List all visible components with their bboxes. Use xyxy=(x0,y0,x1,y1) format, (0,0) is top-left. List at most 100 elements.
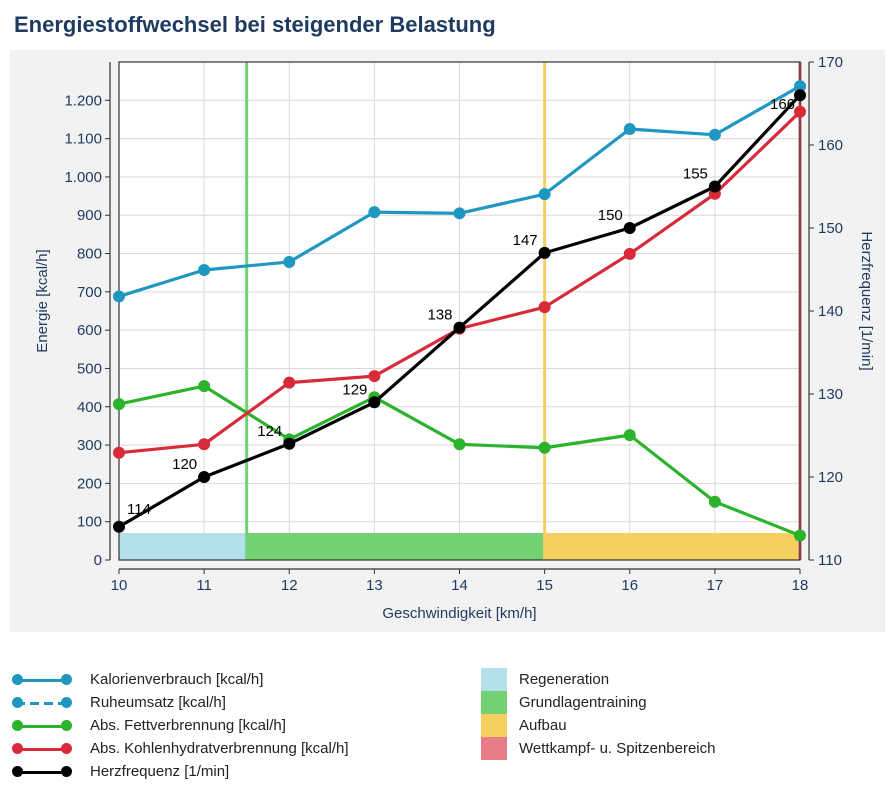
legend-swatch xyxy=(481,668,507,691)
y-left-tick-label: 0 xyxy=(94,552,102,569)
y-left-tick-label: 600 xyxy=(77,322,102,339)
y-left-tick-label: 200 xyxy=(77,475,102,492)
legend-label: Ruheumsatz [kcal/h] xyxy=(90,694,226,711)
x-axis-label: Geschwindigkeit [km/h] xyxy=(382,605,536,622)
y-right-tick-label: 130 xyxy=(818,386,843,403)
x-tick-label: 17 xyxy=(707,577,724,594)
data-point-herzfrequenz-min xyxy=(113,520,125,533)
legend-item: Abs. Fettverbrennung [kcal/h] xyxy=(12,714,349,737)
zone-regeneration xyxy=(119,533,247,560)
legend-label: Aufbau xyxy=(519,717,567,734)
data-point-abs-kohlenhydratverbrennung-kcal-h xyxy=(368,370,381,383)
legend-line-marker-icon xyxy=(12,765,72,779)
legend-label: Abs. Fettverbrennung [kcal/h] xyxy=(90,717,286,734)
data-point-kalorienverbrauch-kcal-h xyxy=(113,290,125,303)
data-point-herzfrequenz-min xyxy=(453,321,466,334)
x-tick-label: 13 xyxy=(366,577,383,594)
legend-item: Grundlagentraining xyxy=(481,691,715,714)
y-left-tick-label: 500 xyxy=(77,360,102,377)
legend-line-marker-icon xyxy=(12,742,72,756)
y-left-tick-label: 1.200 xyxy=(64,92,102,109)
y-axis-left-label: Energie [kcal/h] xyxy=(34,249,51,352)
data-point-kalorienverbrauch-kcal-h xyxy=(368,206,381,219)
data-point-herzfrequenz-min xyxy=(538,246,551,259)
y-right-tick-label: 140 xyxy=(818,303,843,320)
legend-label: Regeneration xyxy=(519,671,610,688)
legend-label: Herzfrequenz [1/min] xyxy=(90,763,230,780)
legend-item: Aufbau xyxy=(481,714,715,737)
data-point-abs-kohlenhydratverbrennung-kcal-h xyxy=(623,247,636,260)
legend-item: Kalorienverbrauch [kcal/h] xyxy=(12,668,349,691)
data-point-kalorienverbrauch-kcal-h xyxy=(538,188,551,201)
x-tick-label: 18 xyxy=(792,577,809,594)
x-tick-label: 11 xyxy=(196,577,212,594)
data-label-heart-rate: 155 xyxy=(683,166,708,183)
legend-label: Wettkampf- u. Spitzenbereich xyxy=(519,740,716,757)
data-label-heart-rate: 114 xyxy=(127,501,151,518)
data-point-abs-kohlenhydratverbrennung-kcal-h xyxy=(113,446,125,459)
legend-item: Wettkampf- u. Spitzenbereich xyxy=(481,737,715,760)
data-point-abs-fettverbrennung-kcal-h xyxy=(623,429,636,442)
data-point-herzfrequenz-min xyxy=(794,89,806,102)
legend-item: Regeneration xyxy=(481,668,715,691)
data-point-abs-fettverbrennung-kcal-h xyxy=(708,495,721,508)
data-point-abs-fettverbrennung-kcal-h xyxy=(113,398,125,411)
data-point-abs-kohlenhydratverbrennung-kcal-h xyxy=(283,376,296,389)
data-point-abs-fettverbrennung-kcal-h xyxy=(538,441,551,454)
x-tick-label: 10 xyxy=(111,577,128,594)
legend-line-marker-icon xyxy=(12,719,72,733)
x-tick-label: 14 xyxy=(451,577,468,594)
y-axis-right-label: Herzfrequenz [1/min] xyxy=(858,231,875,370)
legend-item: Herzfrequenz [1/min] xyxy=(12,760,349,783)
data-point-abs-fettverbrennung-kcal-h xyxy=(794,529,806,542)
legend-swatch xyxy=(481,737,507,760)
legend-swatch xyxy=(481,714,507,737)
data-label-heart-rate: 120 xyxy=(172,456,197,473)
legend-label: Kalorienverbrauch [kcal/h] xyxy=(90,671,264,688)
data-point-abs-kohlenhydratverbrennung-kcal-h xyxy=(198,438,211,451)
y-left-tick-label: 1.000 xyxy=(64,169,102,186)
data-point-abs-fettverbrennung-kcal-h xyxy=(198,380,211,393)
legend-zones: Regeneration Grundlagentraining Aufbau Wett… xyxy=(481,668,715,760)
data-point-herzfrequenz-min xyxy=(623,222,636,234)
data-point-herzfrequenz-min xyxy=(368,396,381,409)
y-left-tick-label: 700 xyxy=(77,284,102,301)
legend-item: Ruheumsatz [kcal/h] xyxy=(12,691,349,714)
x-tick-label: 15 xyxy=(536,577,553,594)
legend-lines: Kalorienverbrauch [kcal/h] Ruheumsatz [kc… xyxy=(12,668,349,783)
y-right-tick-label: 170 xyxy=(818,54,843,71)
data-point-herzfrequenz-min xyxy=(283,437,296,450)
data-point-abs-kohlenhydratverbrennung-kcal-h xyxy=(538,301,551,314)
data-point-kalorienverbrauch-kcal-h xyxy=(623,123,636,136)
data-point-kalorienverbrauch-kcal-h xyxy=(708,128,721,141)
data-point-herzfrequenz-min xyxy=(708,180,721,193)
y-left-tick-label: 400 xyxy=(77,399,102,416)
data-point-herzfrequenz-min xyxy=(198,471,211,483)
y-left-tick-label: 300 xyxy=(77,437,102,454)
data-point-kalorienverbrauch-kcal-h xyxy=(453,207,466,220)
data-point-kalorienverbrauch-kcal-h xyxy=(198,264,211,277)
legend-label: Grundlagentraining xyxy=(519,694,647,711)
y-right-tick-label: 110 xyxy=(818,552,842,569)
legend-line-marker-icon xyxy=(12,673,72,687)
data-label-heart-rate: 129 xyxy=(342,381,367,398)
zone-grundlagentraining xyxy=(246,533,545,560)
x-tick-label: 16 xyxy=(621,577,638,594)
y-left-tick-label: 800 xyxy=(77,246,102,263)
chart-title: Energiestoffwechsel bei steigender Belas… xyxy=(14,12,496,37)
chart-svg: 0 100 200 300 400 500 600 700 800 900 1.000 1.100 1.… xyxy=(34,54,875,622)
y-left-tick-label: 1.100 xyxy=(64,131,102,148)
data-label-heart-rate: 150 xyxy=(598,207,623,224)
zone-aufbau xyxy=(544,533,800,560)
data-label-heart-rate: 138 xyxy=(428,307,453,324)
x-tick-label: 12 xyxy=(281,577,298,594)
data-label-heart-rate: 147 xyxy=(513,232,538,249)
data-point-abs-fettverbrennung-kcal-h xyxy=(453,438,466,451)
data-label-heart-rate: 166 xyxy=(770,96,795,113)
y-right-tick-label: 160 xyxy=(818,137,843,154)
data-point-kalorienverbrauch-kcal-h xyxy=(794,80,806,93)
legend-item: Abs. Kohlenhydratverbrennung [kcal/h] xyxy=(12,737,349,760)
y-right-tick-label: 150 xyxy=(818,220,843,237)
data-point-kalorienverbrauch-kcal-h xyxy=(283,255,296,268)
y-left-tick-label: 900 xyxy=(77,207,102,224)
